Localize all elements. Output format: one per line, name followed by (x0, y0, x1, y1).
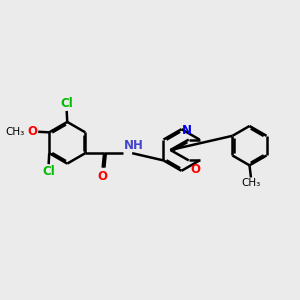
Text: CH₃: CH₃ (241, 178, 261, 188)
Text: O: O (190, 163, 200, 176)
Text: CH₃: CH₃ (5, 127, 25, 137)
Text: O: O (98, 170, 107, 183)
Text: NH: NH (124, 139, 144, 152)
Text: Cl: Cl (42, 165, 55, 178)
Text: Cl: Cl (60, 97, 73, 110)
Text: N: N (182, 124, 192, 137)
Text: O: O (28, 125, 38, 138)
